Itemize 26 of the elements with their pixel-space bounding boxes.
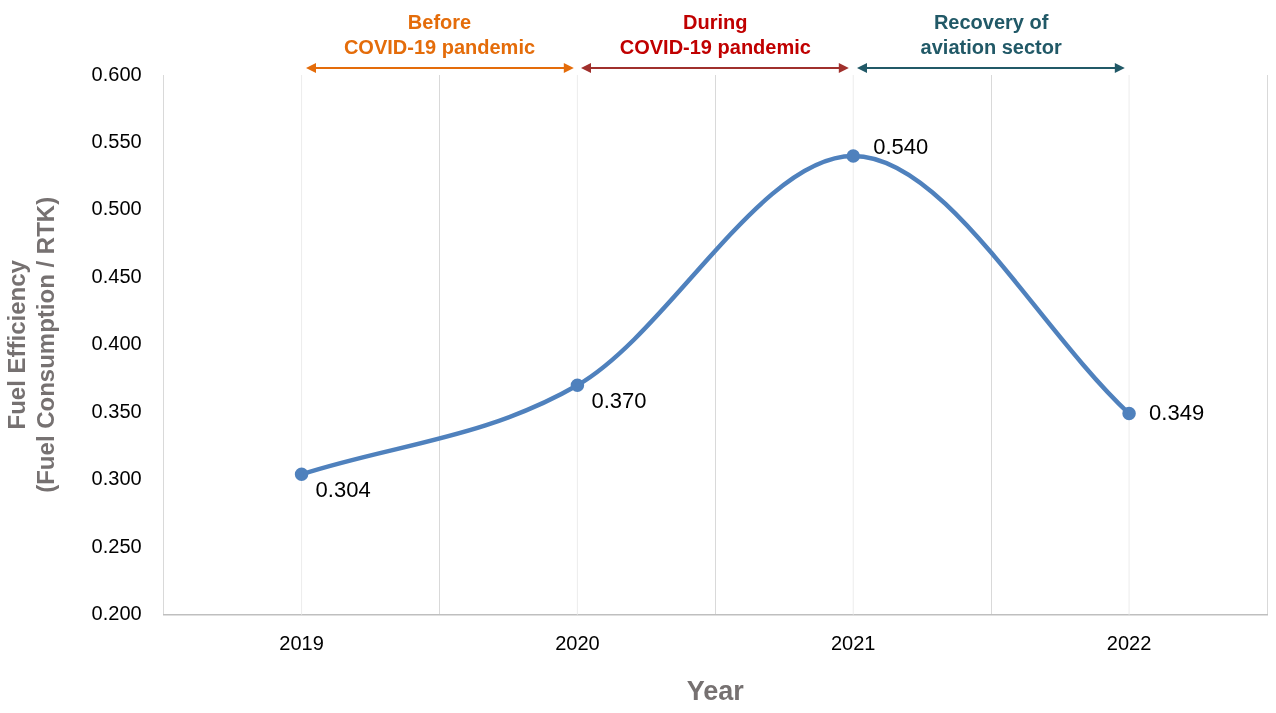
point: [570, 378, 585, 393]
data-label: 0.304: [315, 477, 371, 503]
y-tick-label: 0.350: [91, 399, 142, 422]
text: Recovery of aviation sector: [920, 10, 1062, 58]
y-tick-label: 0.400: [91, 332, 142, 355]
text: Before COVID-19 pandemic: [343, 10, 536, 58]
data-label: 0.370: [591, 388, 647, 414]
x-axis-title: Year: [686, 676, 745, 707]
x-tick-label: 2019: [279, 632, 324, 655]
y-tick-label: 0.550: [91, 129, 142, 152]
text: During COVID-19 pandemic: [619, 10, 811, 58]
y-tick-label: 0.500: [91, 197, 142, 220]
point: [1122, 406, 1136, 421]
x-tick-label: 2022: [1106, 632, 1152, 655]
y-tick-label: 0.450: [91, 264, 142, 287]
x-tick-label: 2021: [830, 632, 876, 655]
data-label: 0.349: [1149, 399, 1205, 425]
y-tick-label: 0.300: [91, 467, 142, 490]
y-tick-label: 0.200: [91, 602, 142, 625]
x-tick-label: 2020: [555, 632, 600, 655]
y-tick-label: 0.600: [91, 62, 142, 85]
y-axis-title: Fuel Efficiency (Fuel Consumption / RTK): [3, 196, 59, 493]
y-tick-label: 0.250: [91, 534, 142, 557]
data-label: 0.540: [873, 134, 929, 159]
point: [846, 149, 860, 163]
point: [294, 467, 309, 482]
